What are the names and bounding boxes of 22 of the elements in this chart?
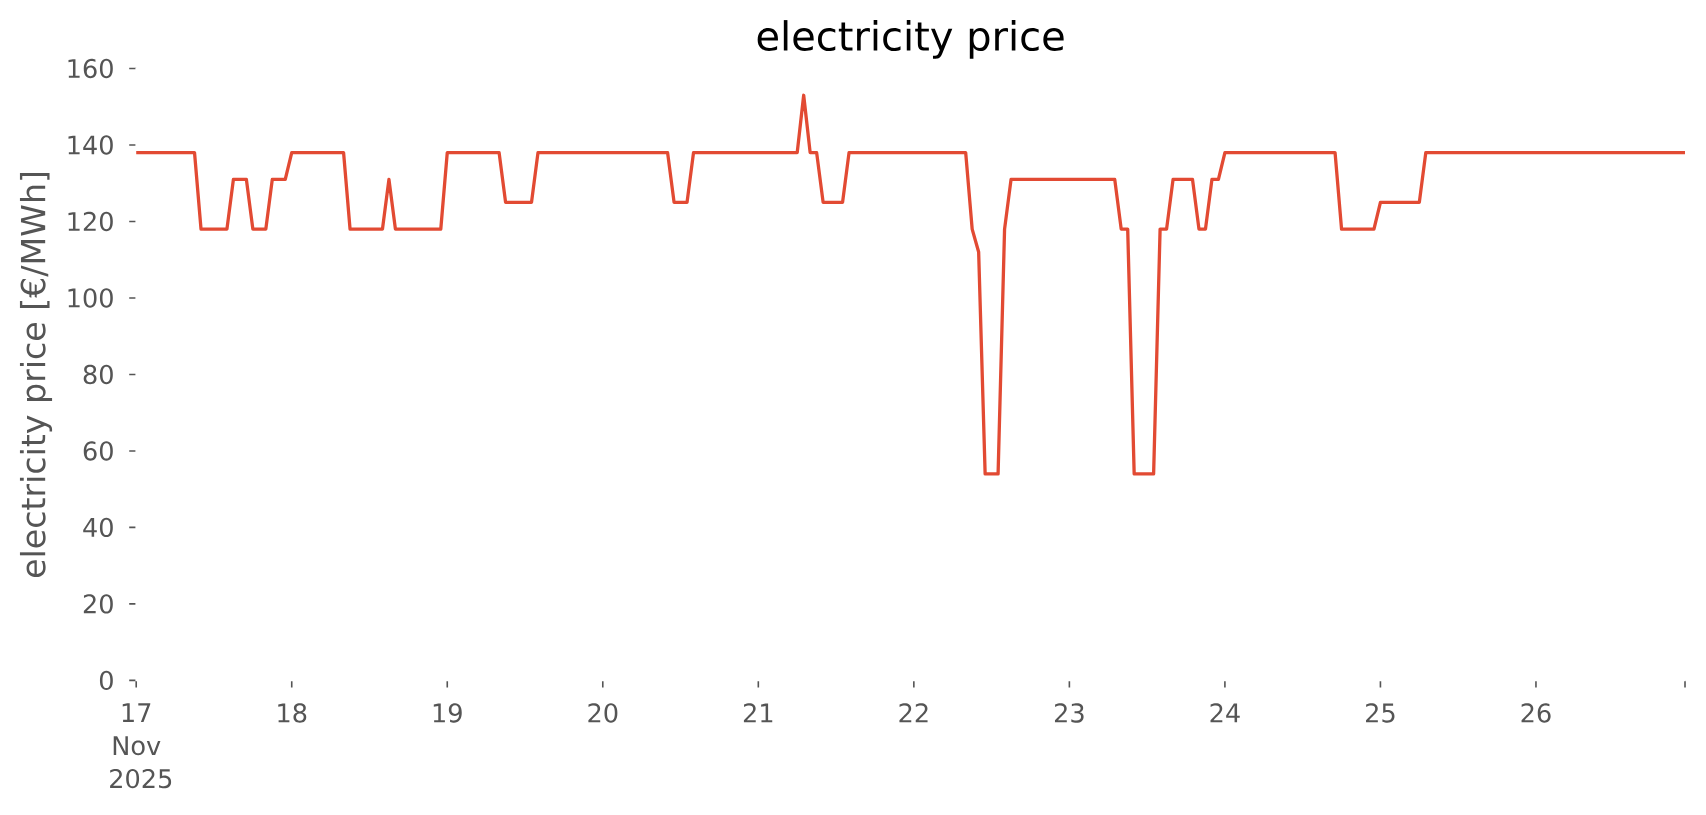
x-tick-label: 26	[1521, 703, 1551, 723]
x-tick-label: 20	[588, 703, 618, 723]
y-tick-label: 0	[99, 670, 113, 691]
y-tick-label: 140	[68, 135, 113, 155]
x-tick-label: 22	[899, 703, 928, 723]
chart-title: electricity price	[757, 20, 1064, 59]
x-tick-label: 23	[1054, 703, 1084, 723]
y-tick-label: 60	[83, 441, 113, 461]
y-axis-title: electricity price [€/MWh]	[19, 172, 53, 578]
x-tick-label: 25	[1366, 703, 1395, 723]
y-tick-label: 40	[83, 517, 113, 538]
y-tick-label: 120	[68, 211, 113, 232]
x-tick-label: 19	[433, 703, 462, 723]
x-tick-label: 18	[278, 703, 307, 723]
x-tick-label: 21	[743, 703, 773, 723]
y-tick-label: 160	[68, 58, 113, 79]
x-tick-label: 24	[1210, 703, 1240, 723]
y-tick-label: 20	[83, 594, 113, 614]
y-tick-label: 80	[83, 364, 113, 385]
y-tick-label: 100	[68, 288, 113, 308]
line-series	[134, 93, 1687, 476]
x-tick-label: 17 Nov 2025	[110, 703, 172, 789]
